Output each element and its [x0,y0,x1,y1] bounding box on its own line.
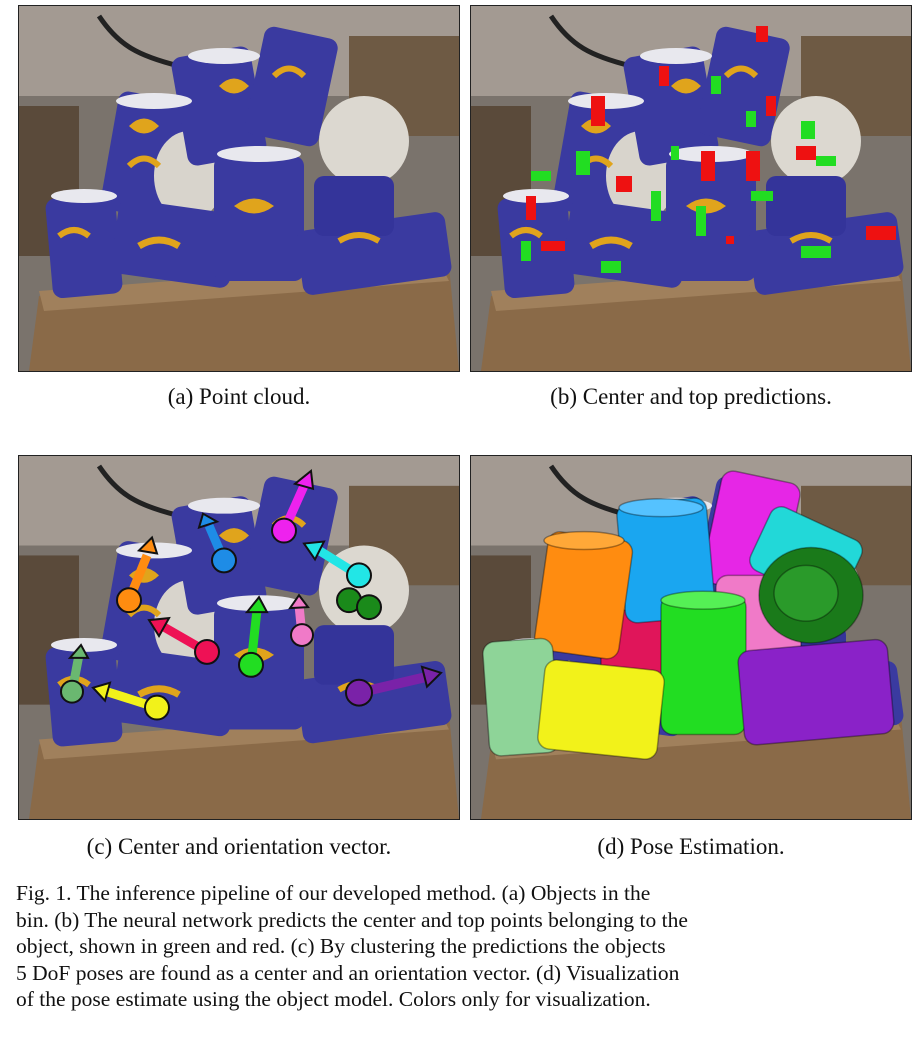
pose-estimation-image [471,456,911,819]
caption-a: (a) Point cloud. [167,384,311,409]
caption-b: (b) Center and top predictions. [550,384,832,409]
center-orientation-vector-image [19,456,459,819]
caption-c: (c) Center and orientation vector. [86,834,392,859]
caption-line-4: 5 DoF poses are found as a center and an… [16,960,680,985]
center-top-predictions-image [471,6,911,371]
figure-caption: Fig. 1. The inference pipeline of our de… [16,880,908,1013]
panel-b-image [470,5,912,372]
caption-line-2: bin. (b) The neural network predicts the… [16,907,688,932]
caption-line-5: of the pose estimate using the object mo… [16,987,651,1012]
caption-line-1: Fig. 1. The inference pipeline of our de… [16,881,651,905]
caption-line-3: object, shown in green and red. (c) By c… [16,934,666,959]
caption-d: (d) Pose Estimation. [597,834,785,859]
point-cloud-image [19,6,459,371]
panel-d-image [470,455,912,820]
panel-c-image [18,455,460,820]
panel-a-image [18,5,460,372]
